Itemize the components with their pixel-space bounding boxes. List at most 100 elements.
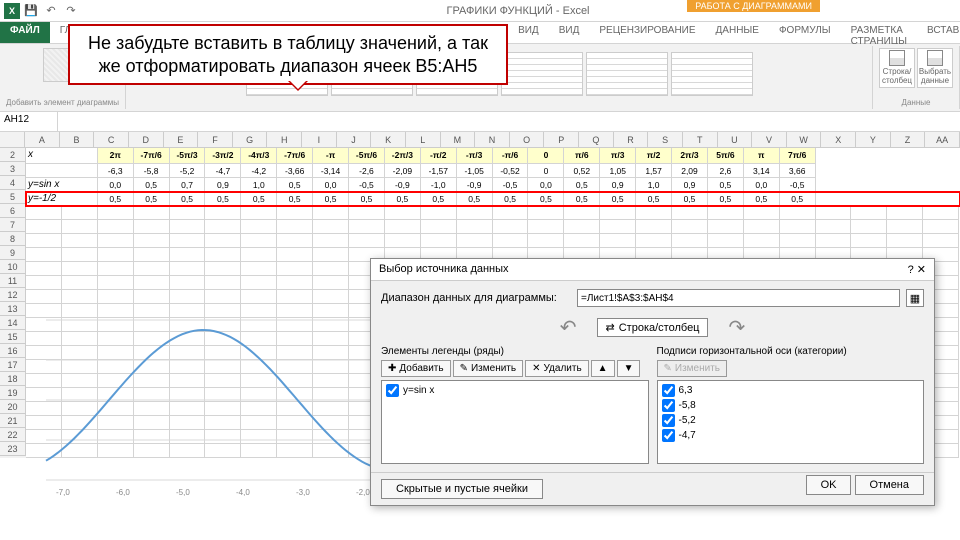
cell[interactable] bbox=[923, 206, 959, 220]
row-header[interactable]: 8 bbox=[0, 232, 26, 246]
cell[interactable] bbox=[708, 206, 744, 220]
tab-разметка страницы[interactable]: РАЗМЕТКА СТРАНИЦЫ bbox=[841, 22, 917, 43]
cell[interactable] bbox=[170, 234, 206, 248]
cell[interactable] bbox=[26, 276, 62, 290]
col-header[interactable]: U bbox=[718, 132, 753, 147]
name-box[interactable]: AH12 bbox=[0, 112, 58, 131]
axis-labels-list[interactable]: 6,3 -5,8 -5,2 -4,7 bbox=[657, 380, 925, 464]
col-header[interactable]: L bbox=[406, 132, 441, 147]
row-header[interactable]: 10 bbox=[0, 260, 26, 274]
cell[interactable] bbox=[349, 206, 385, 220]
cell[interactable] bbox=[170, 206, 206, 220]
cell[interactable] bbox=[457, 220, 493, 234]
axis-checkbox[interactable] bbox=[662, 414, 675, 427]
cell[interactable]: 0,5 bbox=[385, 192, 421, 206]
col-header[interactable]: O bbox=[510, 132, 545, 147]
cell[interactable] bbox=[600, 220, 636, 234]
cell[interactable]: -π/2 bbox=[421, 148, 457, 164]
cell[interactable] bbox=[205, 206, 241, 220]
tab-формулы[interactable]: ФОРМУЛЫ bbox=[769, 22, 841, 43]
col-header[interactable]: C bbox=[94, 132, 129, 147]
cell[interactable] bbox=[62, 248, 98, 262]
tab-вид[interactable]: ВИД bbox=[549, 22, 590, 43]
row-header[interactable]: 7 bbox=[0, 218, 26, 232]
cell[interactable]: 1,57 bbox=[636, 164, 672, 178]
cell[interactable] bbox=[672, 234, 708, 248]
cell[interactable] bbox=[170, 262, 206, 276]
cell[interactable] bbox=[134, 220, 170, 234]
series-list[interactable]: y=sin x bbox=[381, 380, 649, 464]
cell[interactable] bbox=[62, 262, 98, 276]
col-header[interactable]: H bbox=[267, 132, 302, 147]
cell[interactable]: 0,5 bbox=[672, 192, 708, 206]
row-header[interactable]: 11 bbox=[0, 274, 26, 288]
cell[interactable] bbox=[600, 206, 636, 220]
col-header[interactable]: D bbox=[129, 132, 164, 147]
cell[interactable]: 0,5 bbox=[170, 192, 206, 206]
cancel-button[interactable]: Отмена bbox=[855, 475, 924, 495]
cell[interactable] bbox=[313, 206, 349, 220]
cell[interactable] bbox=[672, 220, 708, 234]
col-header[interactable]: A bbox=[25, 132, 60, 147]
cell[interactable]: 0,9 bbox=[672, 178, 708, 192]
cell[interactable] bbox=[26, 220, 62, 234]
cell[interactable]: 0,5 bbox=[600, 192, 636, 206]
row-header[interactable]: 6 bbox=[0, 204, 26, 218]
cell[interactable]: -5π/3 bbox=[170, 148, 206, 164]
tab-данные[interactable]: ДАННЫЕ bbox=[706, 22, 769, 43]
cell[interactable]: 0,0 bbox=[98, 178, 134, 192]
cell[interactable] bbox=[98, 220, 134, 234]
col-header[interactable]: J bbox=[337, 132, 372, 147]
cell[interactable]: 3,14 bbox=[744, 164, 780, 178]
cell[interactable]: -2π/3 bbox=[385, 148, 421, 164]
cell[interactable]: 0,9 bbox=[600, 178, 636, 192]
cell[interactable] bbox=[349, 220, 385, 234]
list-item[interactable]: -4,7 bbox=[660, 428, 922, 443]
dialog-help-icon[interactable]: ? bbox=[908, 264, 914, 276]
edit-axis-button[interactable]: ✎ Изменить bbox=[657, 360, 728, 377]
cell[interactable]: -1,0 bbox=[421, 178, 457, 192]
cell[interactable]: 0,52 bbox=[564, 164, 600, 178]
cell[interactable]: 0,9 bbox=[205, 178, 241, 192]
tab-file[interactable]: ФАЙЛ bbox=[0, 22, 50, 43]
cell[interactable]: 0,5 bbox=[744, 192, 780, 206]
row-header[interactable]: 21 bbox=[0, 414, 26, 428]
cell[interactable] bbox=[385, 220, 421, 234]
cell[interactable] bbox=[528, 220, 564, 234]
cell[interactable]: 0,5 bbox=[493, 192, 529, 206]
row-header[interactable]: 12 bbox=[0, 288, 26, 302]
cell[interactable]: 2,6 bbox=[708, 164, 744, 178]
cell[interactable]: π/2 bbox=[636, 148, 672, 164]
cell[interactable]: -π/3 bbox=[457, 148, 493, 164]
cell[interactable] bbox=[421, 220, 457, 234]
row-header[interactable]: 22 bbox=[0, 428, 26, 442]
cell[interactable]: 2π bbox=[98, 148, 134, 164]
cell[interactable] bbox=[98, 276, 134, 290]
cell[interactable] bbox=[98, 206, 134, 220]
cell[interactable]: -3,66 bbox=[277, 164, 313, 178]
cell[interactable]: -0,5 bbox=[493, 178, 529, 192]
cell[interactable]: -7π/6 bbox=[134, 148, 170, 164]
col-header[interactable]: F bbox=[198, 132, 233, 147]
cell[interactable]: -5,2 bbox=[170, 164, 206, 178]
cell[interactable] bbox=[816, 234, 852, 248]
cell[interactable]: 0 bbox=[528, 164, 564, 178]
cell[interactable]: π bbox=[744, 148, 780, 164]
cell[interactable] bbox=[62, 276, 98, 290]
cell[interactable]: 0,5 bbox=[134, 178, 170, 192]
cell[interactable] bbox=[241, 220, 277, 234]
cell[interactable] bbox=[887, 220, 923, 234]
cell[interactable] bbox=[26, 206, 62, 220]
axis-checkbox[interactable] bbox=[662, 429, 675, 442]
cell[interactable] bbox=[564, 234, 600, 248]
cell[interactable] bbox=[205, 262, 241, 276]
cell[interactable] bbox=[170, 220, 206, 234]
cell[interactable]: -6,3 bbox=[98, 164, 134, 178]
cell[interactable]: -0,52 bbox=[493, 164, 529, 178]
cell[interactable]: -3,14 bbox=[313, 164, 349, 178]
cell[interactable] bbox=[887, 206, 923, 220]
col-header[interactable]: I bbox=[302, 132, 337, 147]
cell[interactable] bbox=[277, 220, 313, 234]
row-header[interactable]: 19 bbox=[0, 386, 26, 400]
cell[interactable] bbox=[313, 248, 349, 262]
